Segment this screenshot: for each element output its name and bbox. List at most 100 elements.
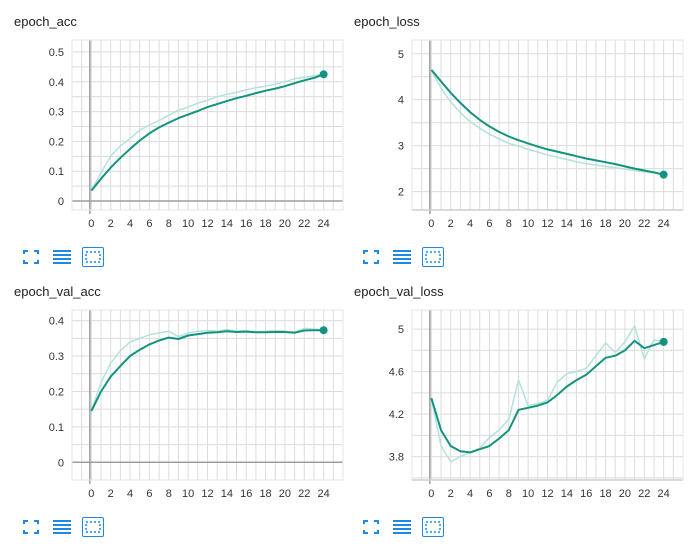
x-tick-label: 10	[522, 218, 534, 230]
series-end-point	[319, 70, 328, 79]
x-tick-label: 20	[279, 488, 291, 500]
y-tick-label: 0.5	[49, 47, 64, 59]
x-tick-label: 14	[561, 218, 573, 230]
x-tick-label: 0	[88, 218, 94, 230]
series-line-smoothed	[430, 339, 664, 454]
x-tick-label: 14	[221, 488, 233, 500]
plot-frame	[71, 309, 344, 481]
x-tick-label: 0	[428, 488, 434, 500]
x-tick-label: 20	[619, 218, 631, 230]
line-chart[interactable]: 00.10.20.30.40 2 4 6 8 10 12 14 16 18 20 22 24	[0, 300, 348, 510]
y-tick-label: 0.3	[49, 351, 64, 363]
y-tick-label: 0.4	[49, 77, 64, 89]
x-tick-label: 4	[127, 488, 133, 500]
chart-title: epoch_acc	[14, 14, 77, 29]
y-tick-label: 3	[398, 141, 404, 153]
x-tick-label: 22	[298, 218, 310, 230]
x-tick-label: 2	[448, 218, 454, 230]
chart-toolbar	[20, 247, 104, 269]
series-line-smoothed	[90, 73, 324, 192]
x-tick-label: 6	[146, 218, 152, 230]
x-tick-label: 24	[318, 218, 330, 230]
toggle-log-scale-icon[interactable]	[391, 247, 413, 267]
fit-to-screen-icon[interactable]	[20, 517, 42, 537]
x-tick-label: 12	[541, 218, 553, 230]
y-tick-label: 0.2	[49, 386, 64, 398]
x-tick-label: 18	[599, 488, 611, 500]
x-tick-label: 18	[599, 218, 611, 230]
y-tick-label: 4.6	[389, 367, 404, 379]
x-tick-label: 14	[561, 488, 573, 500]
x-tick-label: 2	[448, 488, 454, 500]
line-chart[interactable]: 3.84.24.650 2 4 6 8 10 12 14 16 18 20 22 24	[340, 300, 688, 510]
chart-toolbar	[360, 517, 444, 539]
x-tick-label: 22	[298, 488, 310, 500]
plot-frame	[71, 39, 344, 211]
y-tick-label: 0.3	[49, 107, 64, 119]
x-tick-label: 6	[146, 488, 152, 500]
x-tick-label: 10	[182, 488, 194, 500]
fit-to-screen-icon[interactable]	[360, 247, 382, 267]
y-tick-label: 5	[398, 49, 404, 61]
series-end-point	[659, 337, 668, 346]
x-tick-label: 14	[221, 218, 233, 230]
toggle-log-scale-icon[interactable]	[391, 517, 413, 537]
x-tick-label: 0	[88, 488, 94, 500]
x-tick-label: 12	[201, 218, 213, 230]
x-tick-label: 4	[127, 218, 133, 230]
line-chart[interactable]: 00.10.20.30.40.50 2 4 6 8 10 12 14 16 18 20 22 24	[0, 30, 348, 240]
x-tick-label: 4	[467, 488, 473, 500]
y-tick-label: 0.4	[49, 316, 64, 328]
chart-title: epoch_loss	[354, 14, 420, 29]
chart-card-epoch-val-acc: epoch_val_acc 0 0.1 0.2 0.3 0.4 0 2 4 6 8 10 12 14 16…	[0, 270, 348, 546]
x-tick-label: 24	[318, 488, 330, 500]
x-tick-label: 20	[279, 218, 291, 230]
toggle-log-scale-icon[interactable]	[51, 247, 73, 267]
x-tick-label: 6	[486, 218, 492, 230]
y-tick-label: 5	[398, 324, 404, 336]
x-tick-label: 22	[638, 218, 650, 230]
chart-toolbar	[360, 247, 444, 269]
x-tick-label: 2	[108, 218, 114, 230]
y-tick-label: 4.2	[389, 409, 404, 421]
chart-title: epoch_val_acc	[14, 284, 101, 299]
fit-domain-icon[interactable]	[82, 517, 104, 537]
x-tick-label: 16	[240, 218, 252, 230]
y-tick-label: 0.1	[49, 166, 64, 178]
y-tick-label: 3.8	[389, 452, 404, 464]
x-tick-label: 4	[467, 218, 473, 230]
x-tick-label: 12	[541, 488, 553, 500]
fit-domain-icon[interactable]	[82, 247, 104, 267]
y-tick-label: 4	[398, 95, 404, 107]
y-tick-label: 2	[398, 187, 404, 199]
x-tick-label: 18	[259, 218, 271, 230]
x-tick-label: 8	[506, 218, 512, 230]
x-tick-label: 10	[182, 218, 194, 230]
fit-domain-icon[interactable]	[422, 247, 444, 267]
fit-to-screen-icon[interactable]	[360, 517, 382, 537]
x-tick-label: 8	[166, 488, 172, 500]
x-tick-label: 8	[506, 488, 512, 500]
y-tick-label: 0.1	[49, 422, 64, 434]
fit-domain-icon[interactable]	[422, 517, 444, 537]
x-tick-label: 24	[658, 488, 670, 500]
chart-toolbar	[20, 517, 104, 539]
series-line-raw	[90, 73, 324, 191]
x-tick-label: 16	[580, 218, 592, 230]
series-end-point	[319, 326, 328, 335]
x-tick-label: 10	[522, 488, 534, 500]
toggle-log-scale-icon[interactable]	[51, 517, 73, 537]
series-line-smoothed	[90, 329, 324, 412]
chart-card-epoch-val-loss: epoch_val_loss 3.8 4.2 4.6 5 0 2 4 6 8 10 12 14 16 18…	[340, 270, 688, 546]
series-line-smoothed	[430, 69, 664, 176]
series-line-raw	[430, 69, 664, 176]
plot-frame	[411, 39, 684, 211]
fit-to-screen-icon[interactable]	[20, 247, 42, 267]
chart-card-epoch-loss: epoch_loss 2 3 4 5 0 2 4 6 8 10 12 14 16 18 20 22 24	[340, 0, 688, 276]
x-tick-label: 22	[638, 488, 650, 500]
x-tick-label: 16	[580, 488, 592, 500]
x-tick-label: 8	[166, 218, 172, 230]
y-tick-label: 0.2	[49, 136, 64, 148]
x-tick-label: 20	[619, 488, 631, 500]
